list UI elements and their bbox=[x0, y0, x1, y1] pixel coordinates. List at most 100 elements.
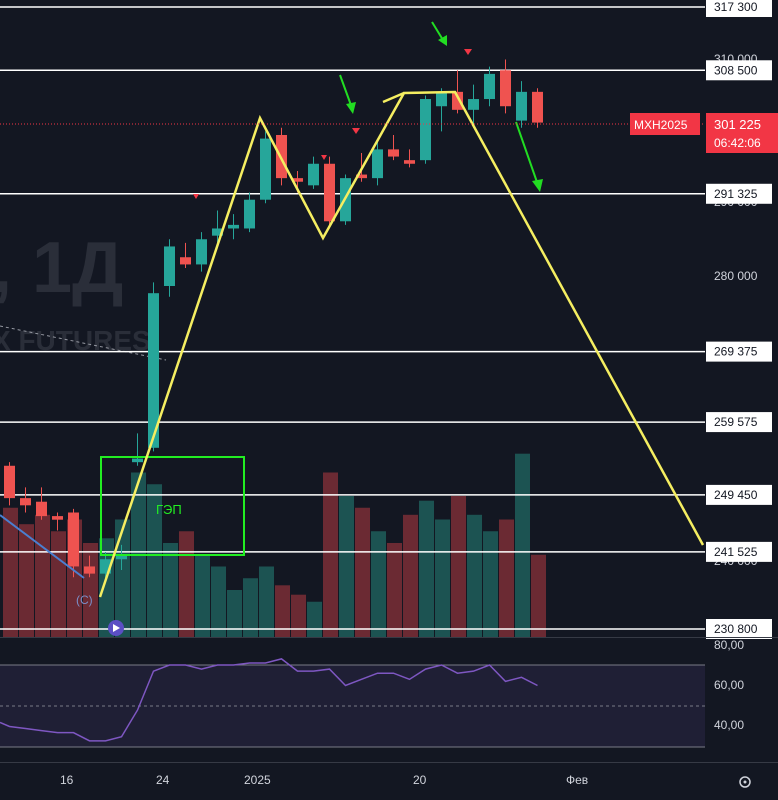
symbol-label: MXH2025 bbox=[634, 118, 688, 132]
candle-body bbox=[388, 149, 399, 157]
candle-body bbox=[452, 91, 463, 110]
last-price-label: 301 225 bbox=[714, 117, 761, 132]
level-label: 317 300 bbox=[706, 0, 772, 17]
candle-body bbox=[116, 555, 127, 560]
candle bbox=[500, 59, 511, 114]
gap-box: ГЭП bbox=[100, 456, 245, 556]
sell-marker-icon bbox=[352, 128, 360, 134]
level-label: 269 375 bbox=[706, 341, 772, 362]
volume-bar bbox=[483, 531, 498, 637]
volume-bar bbox=[195, 554, 210, 637]
level-label-text: 308 500 bbox=[714, 63, 758, 77]
volume-bar bbox=[323, 472, 338, 637]
level-label-bg bbox=[706, 183, 772, 204]
volume-bar bbox=[51, 531, 66, 637]
candle-body bbox=[324, 163, 335, 222]
signal-markers bbox=[193, 49, 472, 199]
candle-body bbox=[212, 228, 223, 236]
candle bbox=[212, 210, 223, 243]
candle bbox=[516, 81, 527, 128]
volume-bar bbox=[3, 507, 18, 637]
level-label-bg bbox=[706, 619, 772, 639]
volume-bar bbox=[419, 500, 434, 637]
volume-bar bbox=[531, 554, 546, 637]
candle-body bbox=[148, 293, 159, 448]
volume-bar bbox=[211, 566, 226, 637]
volume-bar bbox=[467, 514, 482, 637]
symbol-badge-bg bbox=[630, 113, 700, 135]
candle bbox=[324, 156, 335, 229]
candle-body bbox=[244, 199, 255, 229]
price-tick: 280 000 bbox=[714, 269, 758, 283]
candle bbox=[452, 70, 463, 114]
candle-body bbox=[180, 257, 191, 265]
candle bbox=[68, 508, 79, 578]
candle-body bbox=[36, 501, 47, 517]
candle bbox=[532, 88, 543, 128]
candle bbox=[420, 95, 431, 164]
volume-bar bbox=[115, 519, 130, 637]
candle-body bbox=[308, 163, 319, 186]
green-arrow-3-head-icon bbox=[532, 179, 543, 192]
levels-layer bbox=[0, 6, 705, 630]
candle bbox=[372, 142, 383, 186]
green-arrows bbox=[339, 21, 543, 192]
candle-body bbox=[260, 138, 271, 200]
time-axis[interactable]: 16 24 2025 20 Фев bbox=[60, 773, 588, 787]
settings-icon[interactable] bbox=[739, 776, 751, 788]
watermark: , 1Д X FUTURES bbox=[0, 228, 151, 356]
volume-bar bbox=[163, 543, 178, 637]
candle bbox=[244, 192, 255, 233]
candle bbox=[20, 487, 31, 513]
candle-body bbox=[196, 239, 207, 265]
level-label-text: 317 300 bbox=[714, 0, 758, 14]
candle bbox=[116, 544, 127, 571]
replay-icon[interactable] bbox=[108, 620, 124, 636]
candle bbox=[260, 131, 271, 204]
volume-bar bbox=[19, 524, 34, 637]
volume-bar bbox=[355, 507, 370, 637]
rsi-pane-separator bbox=[0, 637, 778, 638]
level-label-text: 230 800 bbox=[714, 622, 758, 636]
level-label-bg bbox=[706, 412, 772, 433]
candle-body bbox=[292, 178, 303, 182]
candle-body bbox=[52, 516, 63, 520]
sell-marker-icon bbox=[464, 49, 472, 55]
candle bbox=[484, 66, 495, 107]
volume-bar bbox=[515, 453, 530, 637]
time-axis-separator bbox=[0, 762, 778, 763]
watermark-subtext: X FUTURES bbox=[0, 325, 151, 356]
volume-bar bbox=[371, 531, 386, 637]
rsi-band bbox=[0, 665, 705, 747]
gap-label: ГЭП bbox=[156, 502, 182, 517]
candle bbox=[164, 239, 175, 297]
candle-body bbox=[420, 99, 431, 161]
watermark-text: , 1Д bbox=[0, 228, 123, 308]
level-label: 249 450 bbox=[706, 484, 772, 505]
rsi-tick: 80,00 bbox=[714, 638, 744, 652]
level-label: 308 500 bbox=[706, 60, 772, 81]
candle-body bbox=[20, 498, 31, 506]
symbol-price-badge[interactable]: MXH2025 301 225 06:42:06 bbox=[630, 113, 778, 153]
countdown-label: 06:42:06 bbox=[714, 136, 761, 150]
candle bbox=[308, 156, 319, 189]
candle-body bbox=[164, 246, 175, 287]
candle-body bbox=[4, 465, 15, 499]
candle-body bbox=[404, 160, 415, 164]
level-label-text: 291 325 bbox=[714, 187, 758, 201]
level-label: 259 575 bbox=[706, 412, 772, 433]
candle bbox=[4, 462, 15, 506]
candle-body bbox=[500, 70, 511, 107]
time-tick: Фев bbox=[566, 773, 588, 787]
candle bbox=[404, 149, 415, 168]
volume-bar bbox=[35, 514, 50, 637]
green-arrow-2 bbox=[431, 21, 444, 41]
volume-bar bbox=[499, 519, 514, 637]
level-label-bg bbox=[706, 341, 772, 362]
candle bbox=[468, 84, 479, 128]
level-labels: 317 300 308 500 291 325 269 375 259 575 249 4… bbox=[706, 0, 772, 639]
volume-layer bbox=[3, 453, 546, 637]
candle-body bbox=[68, 512, 79, 567]
volume-bar bbox=[83, 543, 98, 637]
